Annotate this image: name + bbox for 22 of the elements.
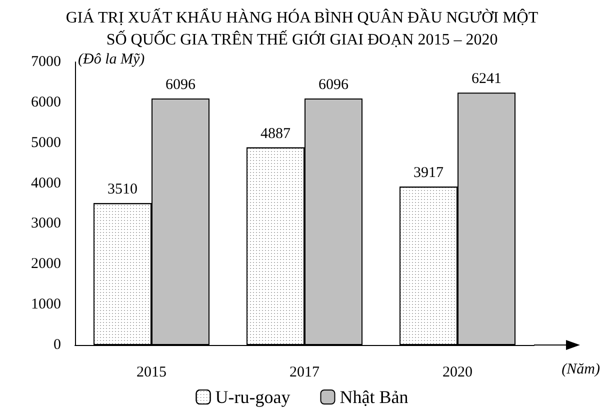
y-tick-label: 6000 (31, 94, 61, 110)
legend-label: U-ru-goay (215, 387, 290, 407)
y-tick-label: 5000 (31, 134, 61, 151)
y-tick-label: 7000 (31, 54, 61, 70)
data-label: 6241 (472, 71, 502, 88)
y-tick-label: 4000 (31, 175, 61, 192)
chart-title: GIÁ TRỊ XUẤT KHẨU HÀNG HÓA BÌNH QUÂN ĐẦU NGƯỜI MỘT SỐ QUỐC GIA TRÊN THẾ GIỚI GIAI ĐOẠN 2015 – 2020 (66, 8, 538, 48)
data-label: 3917 (414, 165, 444, 182)
data-label: 4887 (260, 126, 291, 142)
y-axis-title: (Đô la Mỹ) (78, 52, 145, 68)
y-tick-label: 1000 (31, 296, 61, 313)
data-label: 6096 (166, 77, 196, 94)
y-tick-label: 2000 (31, 256, 61, 272)
y-tick-label: 0 (54, 337, 61, 353)
data-label: 6096 (318, 77, 349, 94)
x-tick-label: 2015 (136, 364, 166, 380)
data-label: 3510 (108, 182, 138, 198)
y-tick-label: 3000 (31, 216, 61, 232)
x-tick-label: 2020 (442, 364, 472, 380)
legend-label: Nhật Bản (340, 387, 408, 407)
x-tick-label: 2017 (290, 364, 320, 380)
x-axis-title: (Năm) (562, 362, 600, 378)
